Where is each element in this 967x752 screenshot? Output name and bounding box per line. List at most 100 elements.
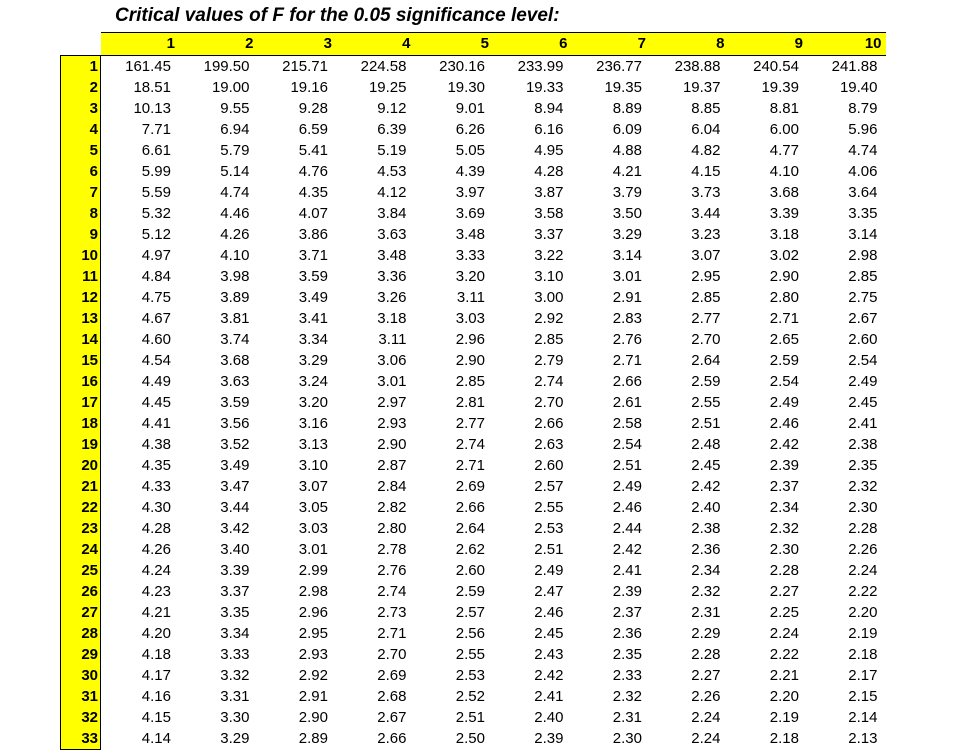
table-cell: 2.41 [534, 687, 564, 705]
table-cell: 4.74 [220, 183, 250, 201]
table-cell: 3.50 [612, 204, 642, 222]
table-cell: 2.73 [377, 603, 407, 621]
table-cell: 3.11 [456, 288, 485, 306]
table-row: 21 4.33 3.47 3.07 2.84 2.69 2.57 2.49 2.42 2.37 2.… [60, 475, 886, 497]
row-header: 20 [60, 454, 101, 476]
table-cell: 3.00 [534, 288, 564, 306]
table-cell: 2.63 [534, 435, 564, 453]
table-cell: 2.60 [455, 561, 485, 579]
table-cell: 3.10 [534, 267, 564, 285]
table-cell: 2.28 [769, 561, 799, 579]
table-cell: 2.32 [612, 687, 642, 705]
table-cell: 2.95 [691, 267, 721, 285]
table-cell: 4.21 [612, 162, 642, 180]
table-cell: 3.10 [298, 456, 328, 474]
table-cell: 5.14 [220, 162, 250, 180]
table-cell: 3.32 [220, 666, 250, 684]
table-cell: 3.59 [298, 267, 328, 285]
table-cell: 3.49 [220, 456, 250, 474]
table-row: 8 5.32 4.46 4.07 3.84 3.69 3.58 3.50 3.44 3.39 3.3… [60, 202, 886, 224]
table-cell: 4.15 [141, 708, 171, 726]
table-cell: 3.20 [298, 393, 328, 411]
table-cell: 4.28 [534, 162, 564, 180]
table-cell: 4.84 [141, 267, 171, 285]
table-row: 33 4.14 3.29 2.89 2.66 2.50 2.39 2.30 2.24 2.18 2.… [60, 727, 886, 750]
table-cell: 2.65 [769, 330, 799, 348]
table-cell: 4.88 [612, 141, 642, 159]
table-cell: 3.35 [220, 603, 250, 621]
table-row: 28 4.20 3.34 2.95 2.71 2.56 2.45 2.36 2.29 2.24 2.… [60, 622, 886, 644]
table-cell: 2.85 [534, 330, 564, 348]
table-cell: 6.39 [377, 120, 407, 138]
table-row: 18 4.41 3.56 3.16 2.93 2.77 2.66 2.58 2.51 2.46 2.… [60, 412, 886, 434]
table-cell: 2.70 [691, 330, 721, 348]
table-cell: 4.24 [141, 561, 171, 579]
table-cell: 8.79 [848, 99, 878, 117]
table-cell: 3.48 [377, 246, 407, 264]
table-cell: 2.89 [298, 729, 328, 747]
table-cell: 230.16 [439, 57, 485, 75]
table-cell: 3.29 [298, 351, 328, 369]
table-cell: 2.75 [848, 288, 878, 306]
table-cell: 2.49 [769, 393, 799, 411]
table-cell: 3.34 [298, 330, 328, 348]
table-title: Critical values of F for the 0.05 signif… [115, 5, 560, 26]
table-cell: 8.85 [691, 99, 721, 117]
table-row: 20 4.35 3.49 3.10 2.87 2.71 2.60 2.51 2.45 2.39 2.… [60, 454, 886, 476]
table-cell: 2.83 [612, 309, 642, 327]
table-cell: 3.52 [220, 435, 250, 453]
table-cell: 3.36 [377, 267, 407, 285]
table-cell: 4.41 [141, 414, 171, 432]
table-cell: 2.20 [769, 687, 799, 705]
table-cell: 9.55 [220, 99, 250, 117]
table-cell: 3.29 [220, 729, 250, 747]
table-cell: 4.10 [769, 162, 799, 180]
row-header: 26 [60, 580, 101, 602]
table-cell: 2.17 [848, 666, 878, 684]
table-cell: 6.09 [612, 120, 642, 138]
row-header: 15 [60, 349, 101, 371]
table-cell: 2.66 [455, 498, 485, 516]
table-cell: 2.34 [691, 561, 721, 579]
table-cell: 3.68 [769, 183, 799, 201]
table-row: 23 4.28 3.42 3.03 2.80 2.64 2.53 2.44 2.38 2.32 2.… [60, 517, 886, 539]
table-cell: 2.77 [691, 309, 721, 327]
table-cell: 3.39 [220, 561, 250, 579]
table-cell: 2.39 [769, 456, 799, 474]
row-header: 7 [60, 181, 101, 203]
table-cell: 2.41 [612, 561, 642, 579]
table-row: 30 4.17 3.32 2.92 2.69 2.53 2.42 2.33 2.27 2.21 2.… [60, 664, 886, 686]
table-cell: 10.13 [133, 99, 171, 117]
column-header: 1 [100, 32, 179, 56]
table-cell: 2.40 [691, 498, 721, 516]
table-cell: 2.24 [691, 708, 721, 726]
table-cell: 2.42 [534, 666, 564, 684]
column-header: 3 [257, 32, 336, 56]
column-header: 2 [179, 32, 258, 56]
table-cell: 5.05 [455, 141, 485, 159]
table-cell: 3.30 [220, 708, 250, 726]
table-cell: 2.28 [691, 645, 721, 663]
table-row: 24 4.26 3.40 3.01 2.78 2.62 2.51 2.42 2.36 2.30 2.… [60, 538, 886, 560]
row-header: 28 [60, 622, 101, 644]
column-header-row: 1 2 3 4 5 6 7 8 9 10 [60, 32, 886, 56]
table-cell: 4.95 [534, 141, 564, 159]
table-cell: 2.99 [298, 561, 328, 579]
table-cell: 2.33 [612, 666, 642, 684]
table-cell: 2.91 [298, 687, 328, 705]
table-cell: 2.57 [455, 603, 485, 621]
table-cell: 3.14 [612, 246, 642, 264]
table-cell: 2.90 [377, 435, 407, 453]
table-row: 10 4.97 4.10 3.71 3.48 3.33 3.22 3.14 3.07 3.02 2.… [60, 244, 886, 266]
table-cell: 2.64 [455, 519, 485, 537]
table-cell: 3.86 [298, 225, 328, 243]
table-cell: 2.90 [298, 708, 328, 726]
table-cell: 2.85 [455, 372, 485, 390]
table-cell: 19.37 [682, 78, 721, 96]
table-cell: 3.26 [377, 288, 407, 306]
table-cell: 3.05 [298, 498, 328, 516]
table-cell: 19.25 [368, 78, 407, 96]
row-header: 6 [60, 160, 101, 182]
table-cell: 2.21 [769, 666, 799, 684]
column-header: 4 [336, 32, 415, 56]
